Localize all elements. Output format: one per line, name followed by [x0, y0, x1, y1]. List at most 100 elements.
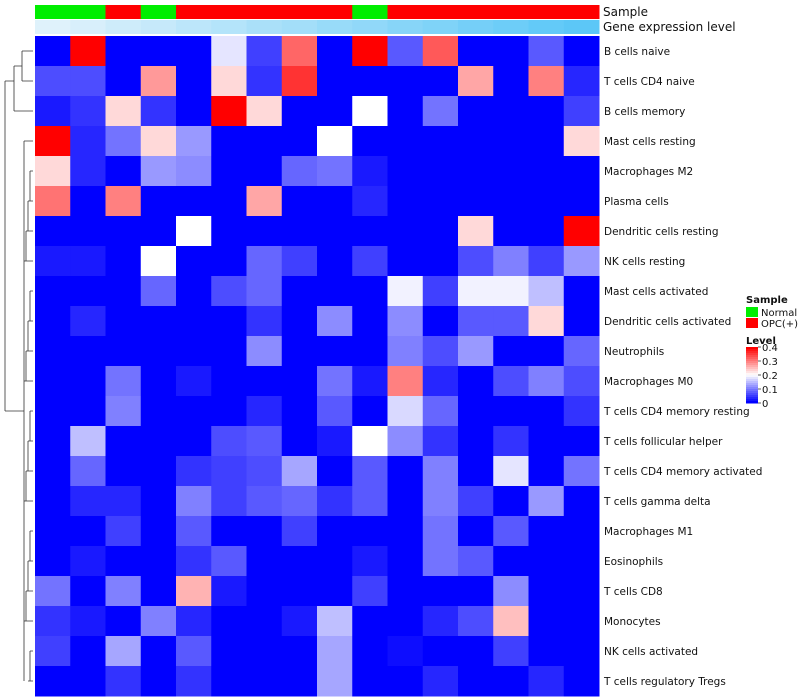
heatmap-cell: [317, 666, 353, 697]
heatmap-cell: [493, 186, 529, 217]
expression-annotation-cell: [70, 20, 106, 34]
heatmap-cell: [563, 96, 600, 127]
heatmap-cell: [422, 96, 459, 127]
heatmap-cell: [563, 306, 600, 337]
heatmap-cell: [246, 486, 283, 517]
sample-annotation-cell: [281, 5, 318, 19]
heatmap-cell: [458, 396, 494, 427]
heatmap-cell: [105, 366, 142, 397]
heatmap-cell: [140, 516, 177, 547]
heatmap-cell: [317, 186, 353, 217]
heatmap-cell: [387, 186, 424, 217]
heatmap-cell: [528, 246, 565, 277]
row-label: T cells CD4 naive: [603, 76, 695, 88]
heatmap-cell: [387, 606, 424, 637]
heatmap-cell: [563, 546, 600, 577]
sample-annotation-cell: [458, 5, 494, 19]
heatmap-cell: [176, 336, 212, 367]
heatmap-cell: [422, 36, 459, 67]
heatmap-cell: [70, 156, 106, 187]
heatmap-cell: [528, 336, 565, 367]
heatmap-cell: [387, 366, 424, 397]
sample-legend-swatch: [746, 318, 758, 328]
heatmap-cell: [176, 216, 212, 247]
heatmap-cell: [528, 666, 565, 697]
heatmap-cell: [458, 516, 494, 547]
expression-annotation-cell: [317, 20, 353, 34]
sample-annotation-cell: [387, 5, 424, 19]
heatmap-cell: [387, 156, 424, 187]
heatmap-cell: [528, 186, 565, 217]
heatmap-cell: [387, 666, 424, 697]
heatmap-cell: [352, 306, 388, 337]
heatmap-cell: [422, 246, 459, 277]
heatmap-cell: [493, 366, 529, 397]
heatmap-cell: [563, 666, 600, 697]
heatmap-cell: [105, 636, 142, 667]
level-legend-gradient-band: [746, 373, 758, 376]
heatmap-cell: [317, 576, 353, 607]
heatmap-cell: [493, 36, 529, 67]
heatmap-cell: [246, 426, 283, 457]
heatmap-cell: [528, 156, 565, 187]
heatmap-cell: [105, 666, 142, 697]
heatmap-cell: [70, 36, 106, 67]
heatmap-cell: [387, 546, 424, 577]
heatmap-cell: [281, 426, 318, 457]
row-label: Plasma cells: [604, 196, 669, 208]
sample-annotation-cell: [493, 5, 529, 19]
heatmap-cell: [35, 546, 71, 577]
level-legend-gradient-band: [746, 347, 758, 350]
heatmap-cell: [422, 486, 459, 517]
heatmap-cell: [140, 576, 177, 607]
sample-annotation-cell: [105, 5, 142, 19]
heatmap-cell: [422, 516, 459, 547]
heatmap-cell: [176, 426, 212, 457]
heatmap-cell: [35, 246, 71, 277]
heatmap-cell: [422, 396, 459, 427]
heatmap-cell: [246, 336, 283, 367]
heatmap-cell: [317, 126, 353, 157]
heatmap-cell: [352, 246, 388, 277]
heatmap-cell: [493, 306, 529, 337]
heatmap-cell: [211, 156, 247, 187]
heatmap-cell: [281, 636, 318, 667]
heatmap-cell: [563, 636, 600, 667]
heatmap-cell: [246, 186, 283, 217]
expression-annotation-cell: [352, 20, 388, 34]
row-label: NK cells resting: [604, 256, 685, 268]
sample-annotation-cell: [211, 5, 247, 19]
heatmap-cell: [528, 576, 565, 607]
heatmap-cell: [281, 246, 318, 277]
heatmap-cell: [458, 96, 494, 127]
row-label: B cells naive: [604, 46, 670, 58]
heatmap-cell: [176, 66, 212, 97]
heatmap-cell: [176, 666, 212, 697]
heatmap-cell: [387, 456, 424, 487]
heatmap-cell: [176, 606, 212, 637]
heatmap-cell: [35, 576, 71, 607]
heatmap-cell: [352, 36, 388, 67]
heatmap-cell: [352, 366, 388, 397]
heatmap-cell: [493, 426, 529, 457]
heatmap-cell: [35, 306, 71, 337]
heatmap-cell: [493, 576, 529, 607]
heatmap-cell: [458, 66, 494, 97]
heatmap-cell: [317, 636, 353, 667]
row-label: Mast cells resting: [604, 136, 696, 148]
row-label: Macrophages M2: [604, 166, 693, 178]
heatmap-cell: [563, 66, 600, 97]
heatmap-cell: [493, 636, 529, 667]
heatmap-cell: [528, 456, 565, 487]
heatmap-cell: [281, 216, 318, 247]
heatmap-cell: [105, 156, 142, 187]
heatmap-cell: [70, 396, 106, 427]
heatmap-cell: [493, 246, 529, 277]
heatmap-cell: [493, 396, 529, 427]
heatmap-cell: [70, 306, 106, 337]
heatmap-cell: [35, 666, 71, 697]
heatmap-cell: [563, 276, 600, 307]
row-label: Mast cells activated: [604, 286, 708, 298]
heatmap-cell: [528, 96, 565, 127]
level-legend-gradient-band: [746, 361, 758, 364]
